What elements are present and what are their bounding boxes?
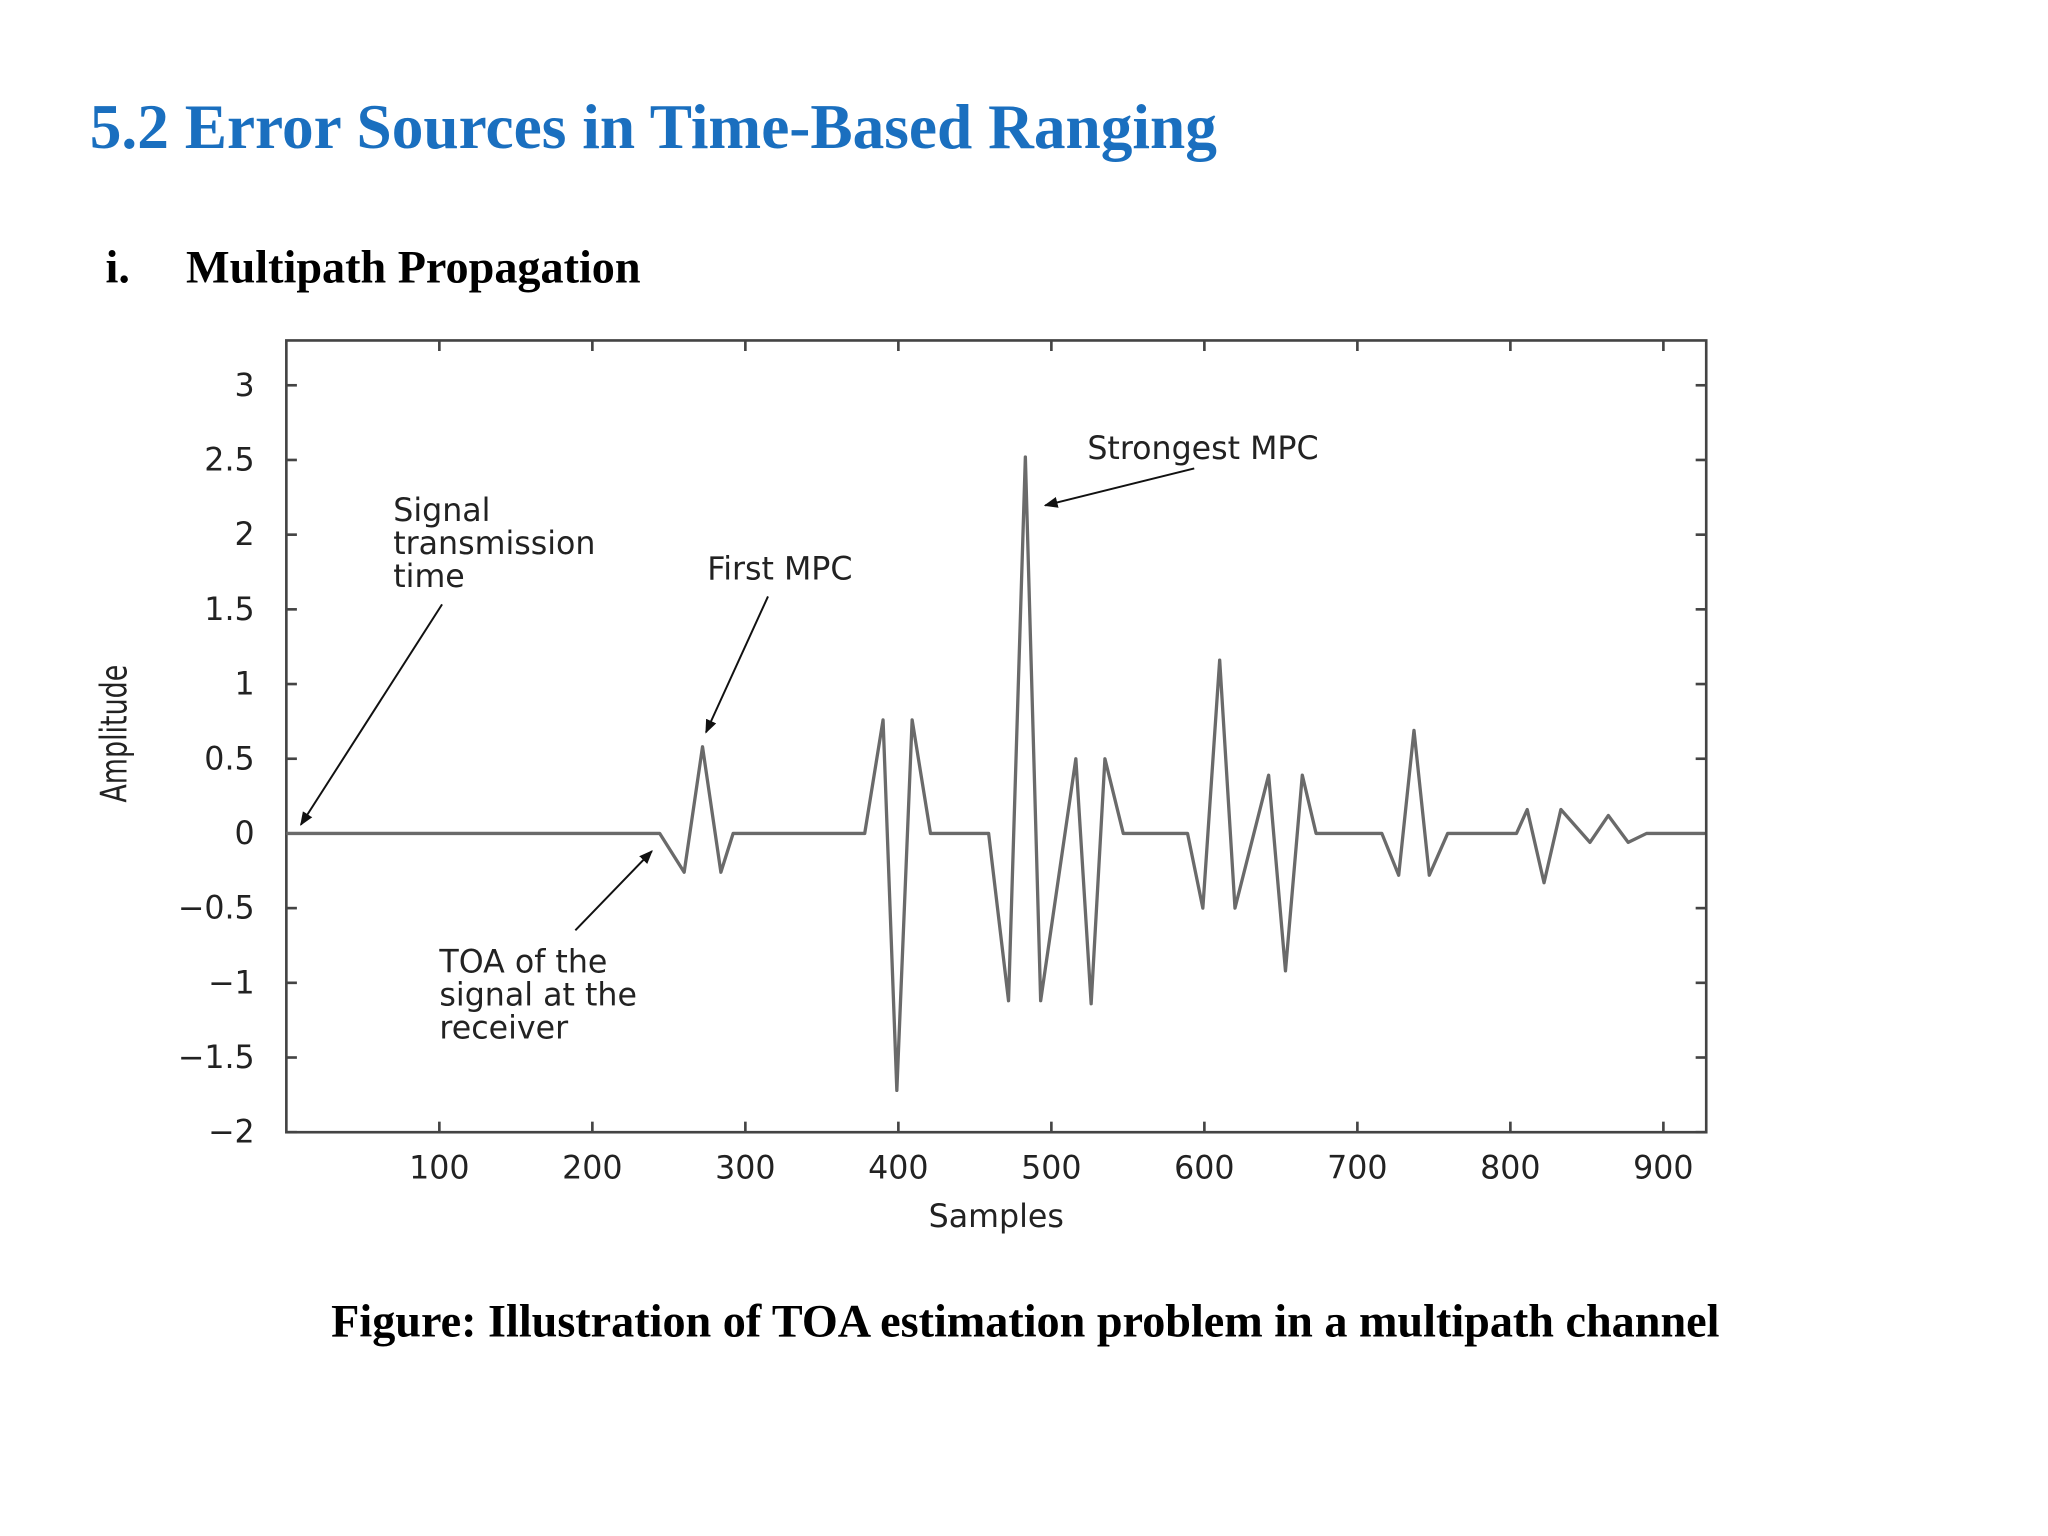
heading: 5.2 Error Sources in Time-Based Ranging [90, 92, 1217, 162]
x-tick-label: 700 [1327, 1150, 1387, 1186]
annotation-text: signal at the [439, 978, 637, 1014]
x-tick-label: 300 [715, 1150, 775, 1186]
y-tick-label: −1 [208, 965, 255, 1001]
annotation-text: TOA of the [438, 945, 607, 981]
annotation-text: time [393, 559, 465, 595]
annotation-text: First MPC [707, 551, 852, 587]
list-number: i. [106, 241, 130, 292]
y-tick-label: 0.5 [204, 741, 254, 777]
x-tick-label: 800 [1480, 1150, 1540, 1186]
signal-line [286, 455, 1705, 1093]
x-tick-label: 200 [562, 1150, 622, 1186]
annotation-text: Signal [393, 493, 490, 529]
y-tick-label: 1 [235, 667, 255, 703]
x-tick-label: 900 [1633, 1150, 1693, 1186]
x-tick-label: 100 [409, 1150, 469, 1186]
x-axis-label: Samples [929, 1199, 1064, 1235]
y-tick-label: −1.5 [178, 1040, 255, 1076]
annotation-arrow [574, 850, 653, 931]
annotation-arrow [705, 596, 769, 734]
caption: Figure: Illustration of TOA estimation p… [331, 1296, 1719, 1347]
plot-frame [285, 339, 1708, 1134]
y-tick-label: 2.5 [204, 443, 254, 479]
annotation-arrow [300, 603, 443, 826]
y-axis-label: Amplitude [93, 665, 136, 803]
annotation-arrow [1043, 467, 1195, 508]
y-tick-label: −2 [208, 1115, 255, 1151]
x-tick-label: 400 [868, 1150, 928, 1186]
annotation-text: receiver [439, 1011, 569, 1047]
plot: 100 200 300 400 500 600 700 800 900 −2 −1.5 −1 −0.5 0… [93, 340, 1707, 1235]
annotation-text: transmission [393, 526, 595, 562]
y-tick-label: 1.5 [204, 592, 254, 628]
y-tick-label: 3 [235, 368, 255, 404]
subheading: Multipath Propagation [186, 241, 641, 292]
y-tick-label: 0 [235, 816, 255, 852]
y-tick-label: 2 [235, 517, 255, 553]
y-tick-label: −0.5 [178, 891, 255, 927]
x-tick-label: 500 [1021, 1150, 1081, 1186]
x-tick-label: 600 [1174, 1150, 1234, 1186]
annotation-text: Strongest MPC [1087, 431, 1318, 467]
